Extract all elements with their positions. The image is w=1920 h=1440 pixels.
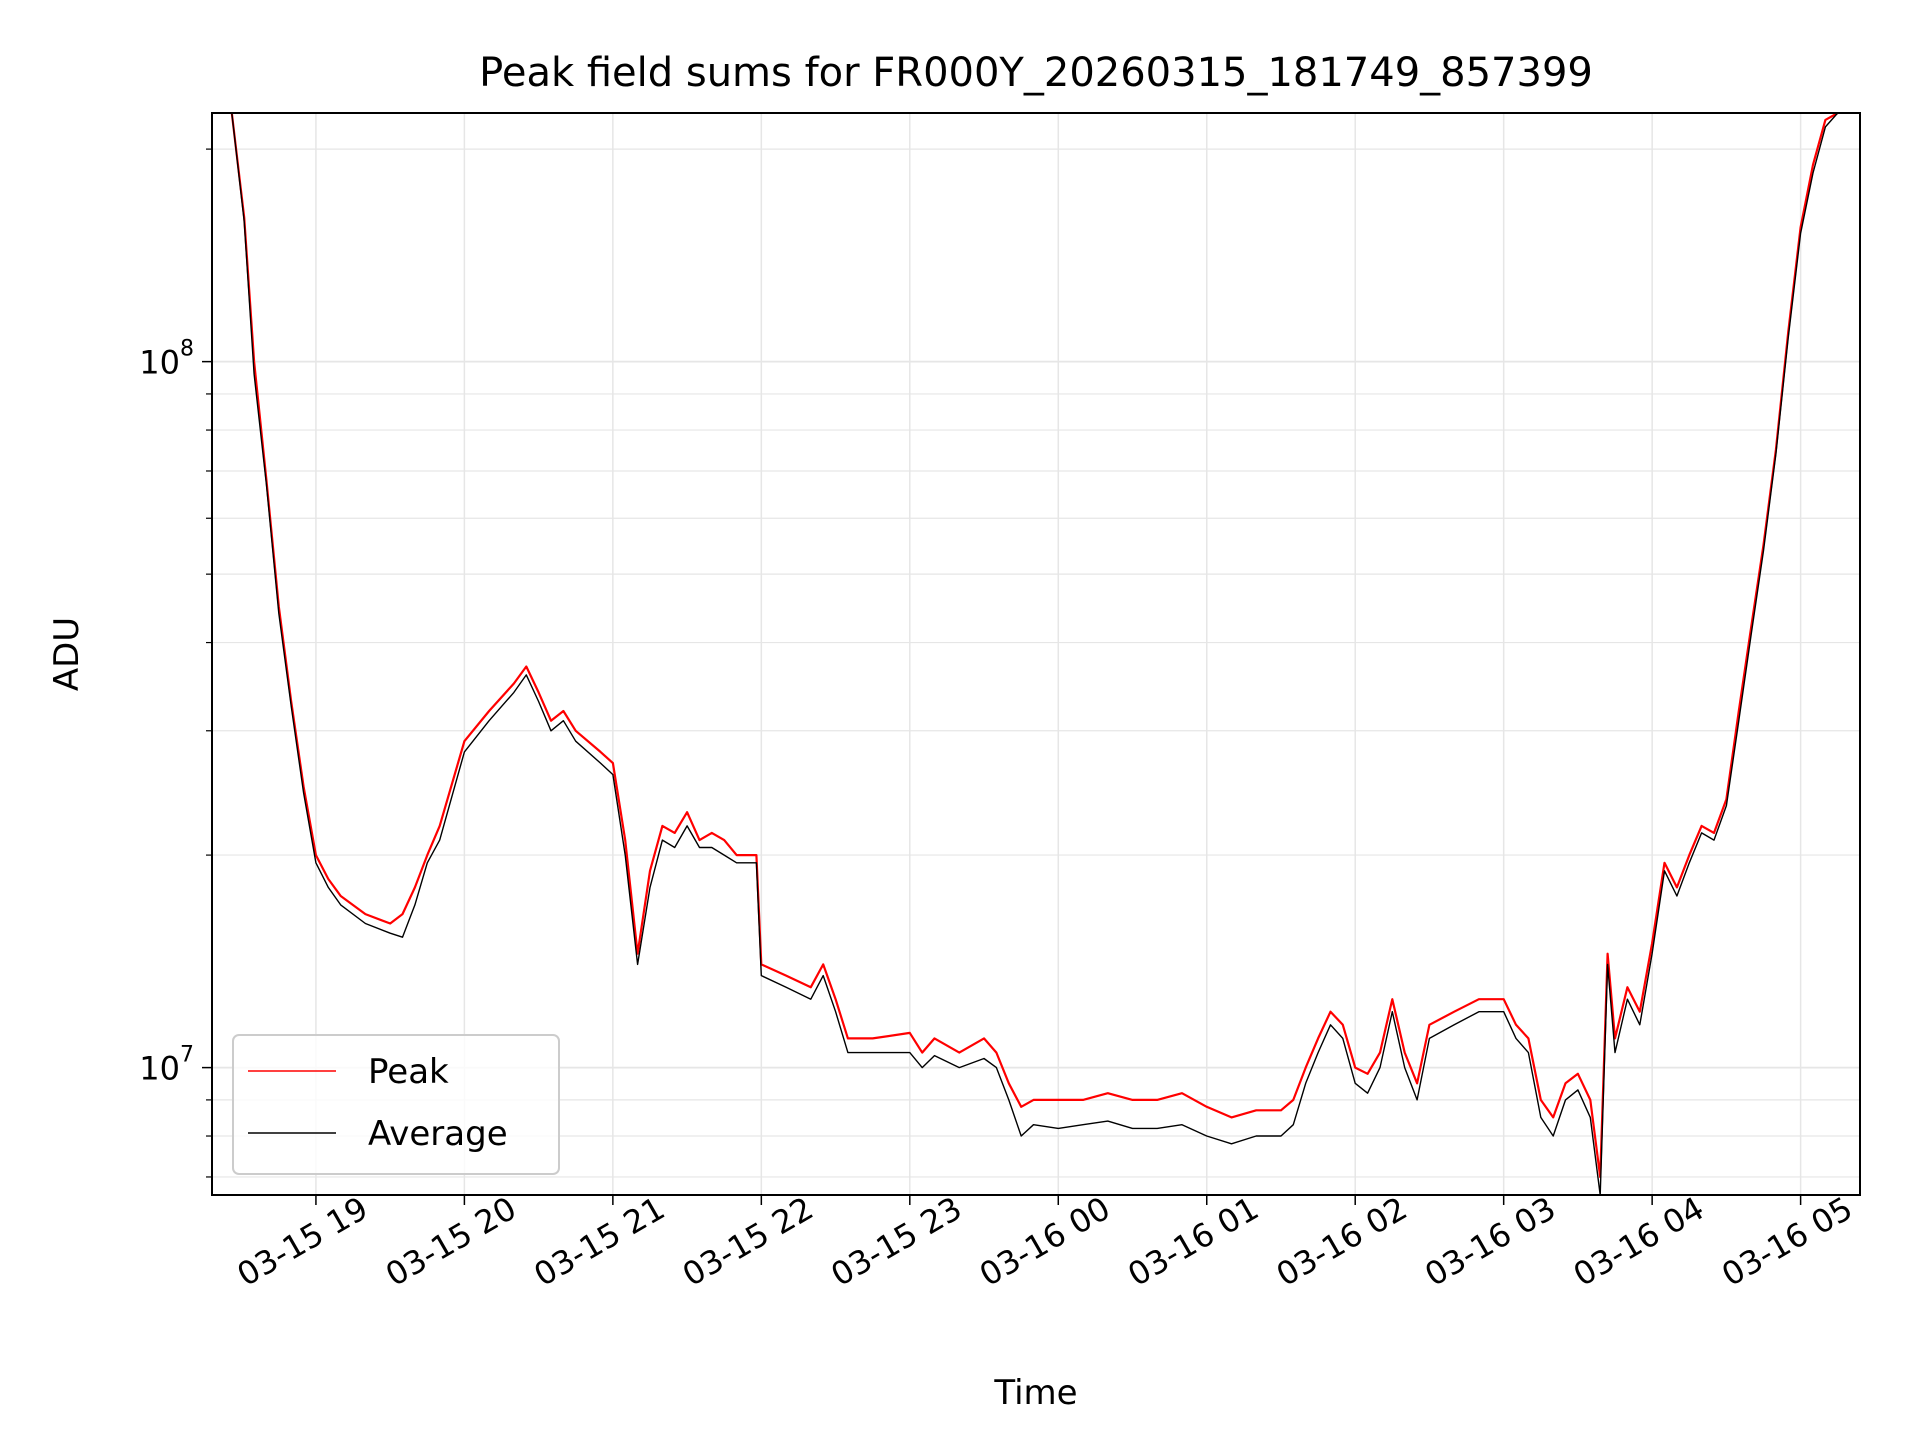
- y-tick-base: 10: [139, 344, 180, 382]
- legend-label-peak: Peak: [368, 1052, 449, 1092]
- y-tick-base: 10: [139, 1050, 180, 1088]
- series-lines: [230, 112, 1839, 1196]
- series-line-peak: [230, 112, 1839, 1179]
- y-tick-exponent: 8: [180, 337, 194, 362]
- legend-box: [232, 1034, 560, 1175]
- series-line-average: [231, 112, 1839, 1196]
- legend-label-average: Average: [368, 1114, 508, 1154]
- plot-frame: [211, 112, 1861, 1196]
- y-tick-label: 108: [139, 337, 194, 382]
- legend: Peak Average: [232, 1034, 560, 1175]
- grid: [212, 113, 1860, 1195]
- y-tick-exponent: 7: [180, 1043, 194, 1068]
- y-tick-label: 107: [139, 1043, 194, 1088]
- chart-title: Peak field sums for FR000Y_20260315_1817…: [479, 50, 1593, 96]
- y-axis-label: ADU: [47, 617, 87, 691]
- x-axis-label: Time: [993, 1373, 1077, 1413]
